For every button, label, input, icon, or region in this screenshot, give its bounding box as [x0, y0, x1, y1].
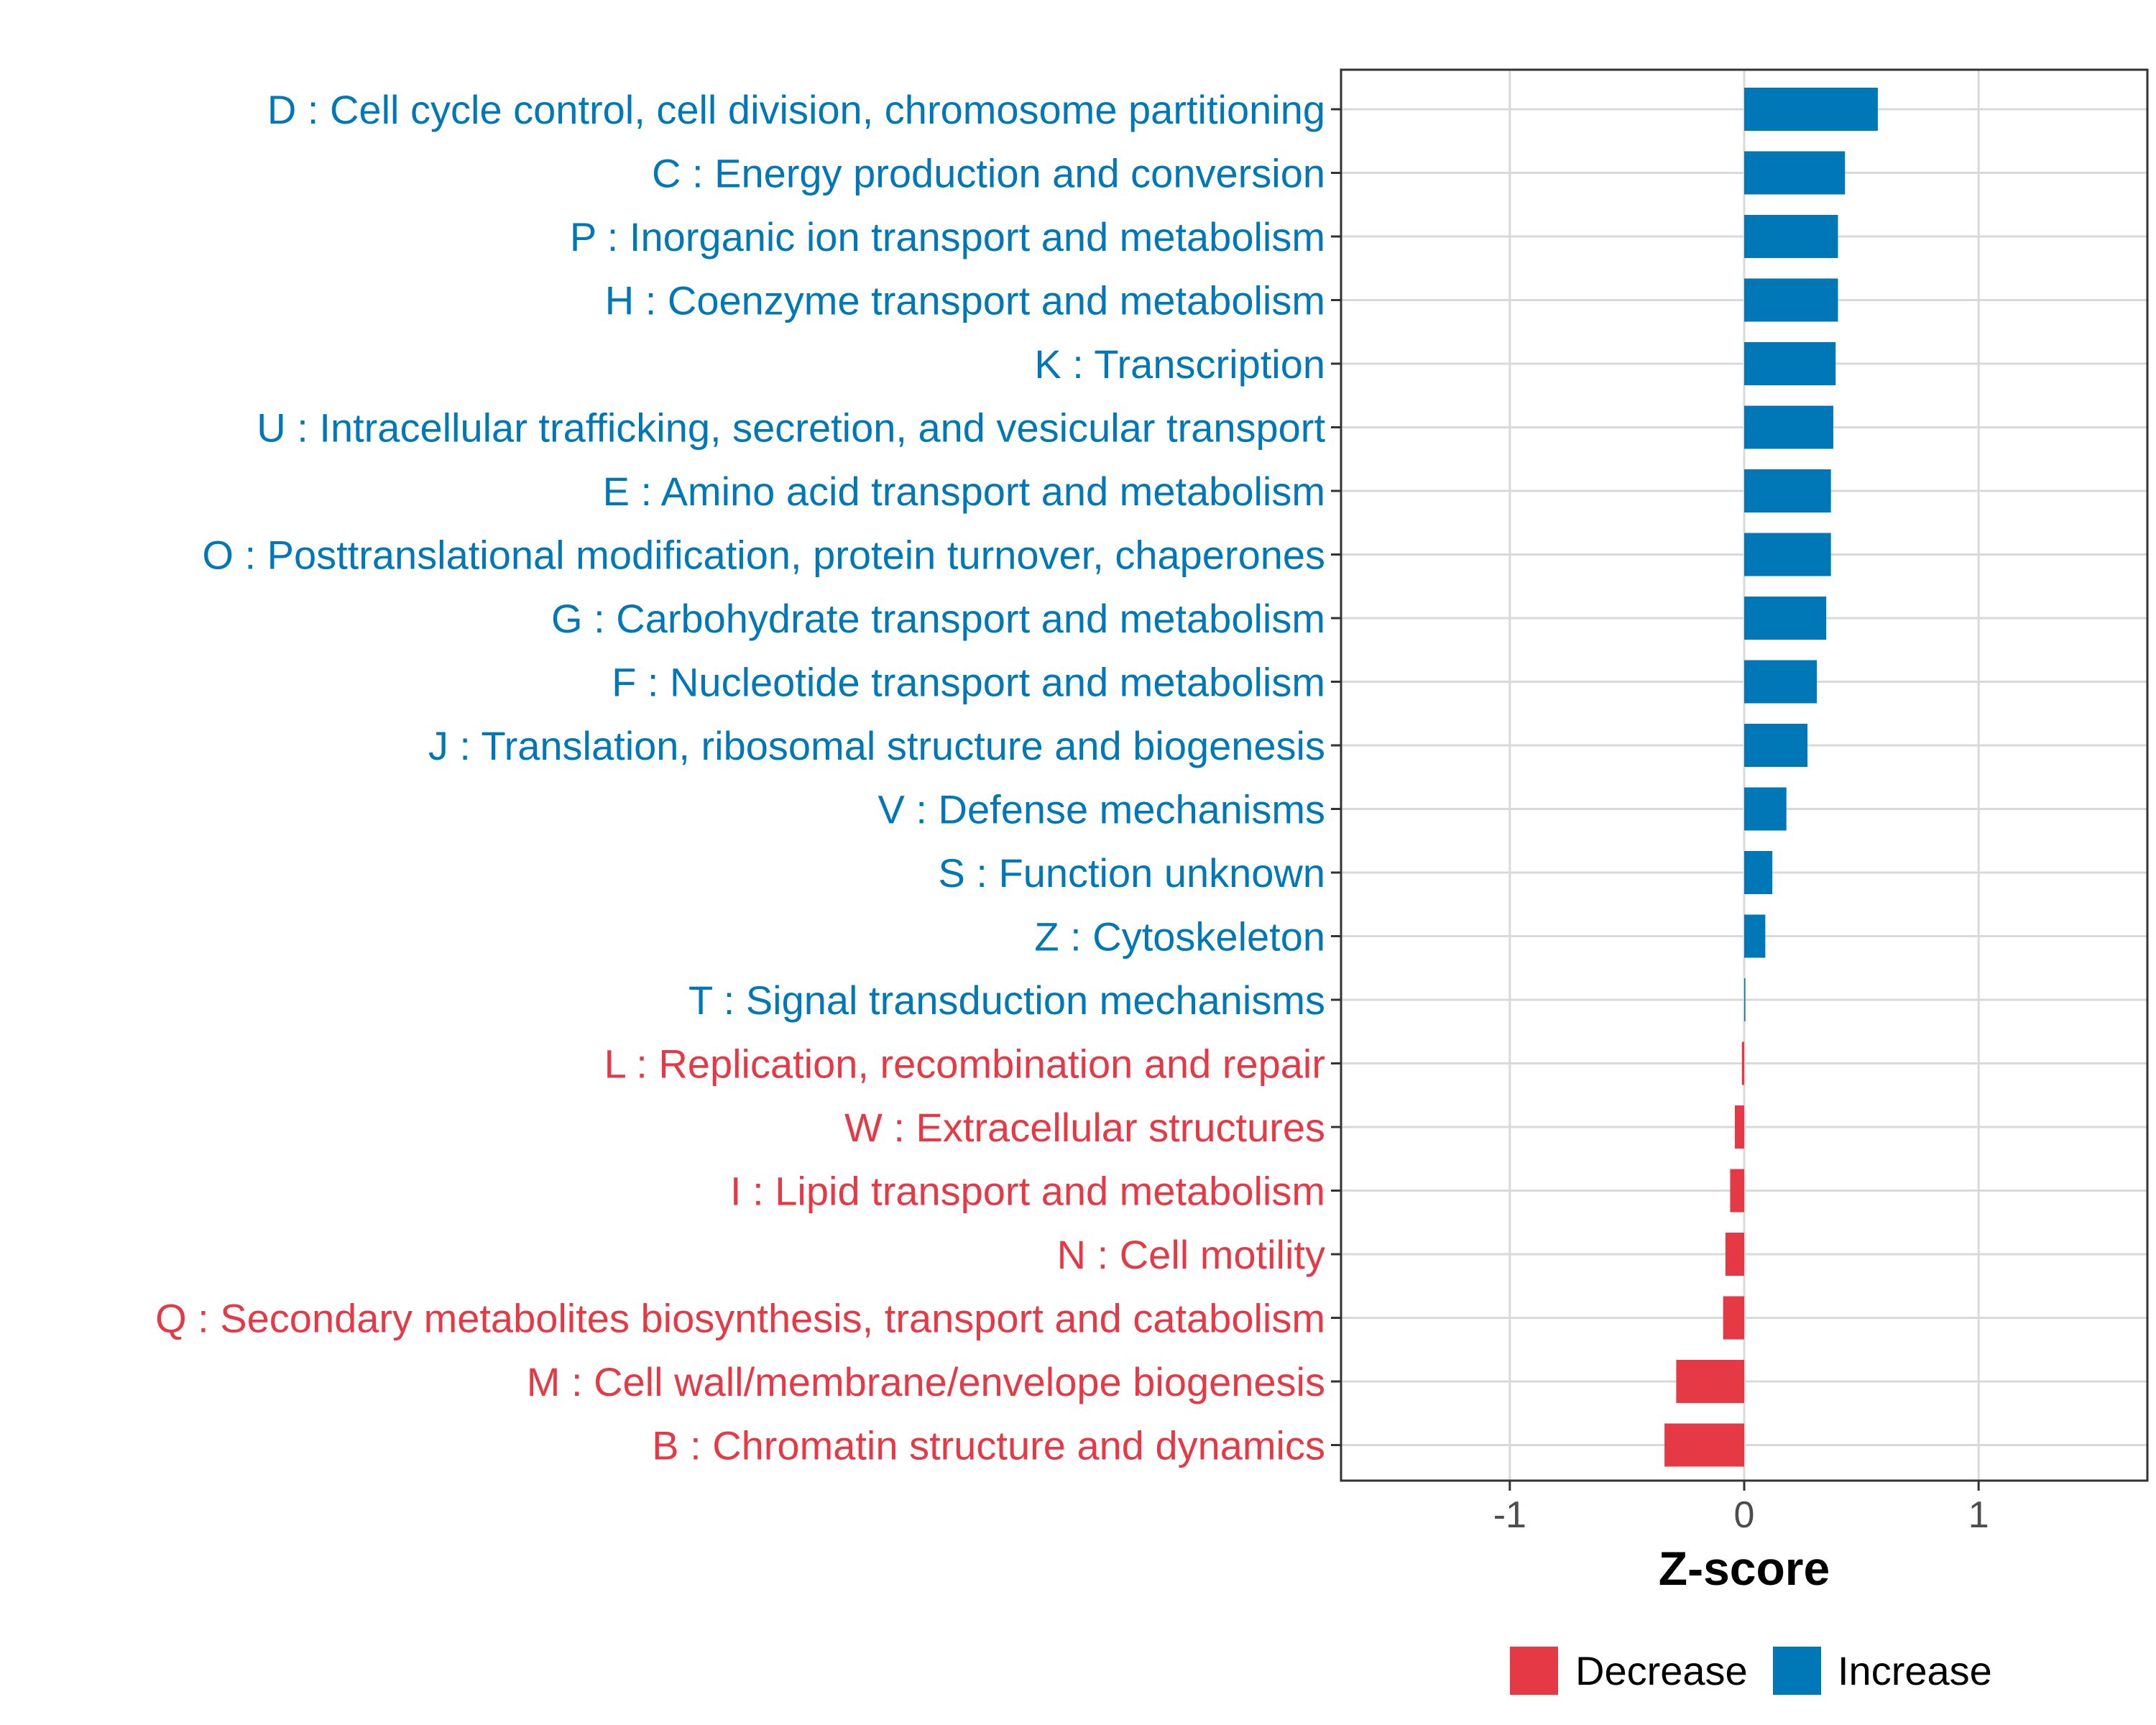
bar — [1744, 278, 1838, 322]
category-label: G : Carbohydrate transport and metabolis… — [551, 596, 1325, 641]
x-tick-label: -1 — [1493, 1494, 1526, 1536]
category-label: U : Intracellular trafficking, secretion… — [257, 405, 1325, 451]
category-label: F : Nucleotide transport and metabolism — [612, 660, 1325, 705]
bar — [1744, 342, 1836, 385]
category-label: S : Function unknown — [938, 850, 1325, 896]
bar — [1744, 914, 1766, 958]
bar — [1744, 88, 1878, 131]
category-label: B : Chromatin structure and dynamics — [652, 1423, 1325, 1468]
bar — [1744, 151, 1846, 195]
legend-label-decrease: Decrease — [1575, 1648, 1748, 1693]
category-label: D : Cell cycle control, cell division, c… — [267, 87, 1325, 132]
bar — [1744, 660, 1818, 704]
category-label: T : Signal transduction mechanisms — [688, 978, 1325, 1023]
category-label: C : Energy production and conversion — [652, 151, 1325, 196]
x-axis-title: Z-score — [1659, 1542, 1830, 1595]
bar — [1676, 1360, 1744, 1403]
x-axis-ticks: -1 0 1 — [1493, 1481, 1989, 1536]
bar — [1744, 597, 1827, 640]
bar — [1730, 1169, 1744, 1213]
category-label: Z : Cytoskeleton — [1034, 914, 1325, 960]
category-label: O : Posttranslational modification, prot… — [202, 533, 1325, 578]
y-axis-ticks — [1331, 108, 1341, 1446]
bar — [1744, 724, 1808, 767]
bar — [1664, 1423, 1744, 1467]
category-label: W : Extracellular structures — [844, 1105, 1325, 1150]
category-label: M : Cell wall/membrane/envelope biogenes… — [527, 1359, 1325, 1404]
category-label: K : Transcription — [1034, 341, 1325, 387]
bar — [1744, 978, 1746, 1021]
bar — [1744, 215, 1838, 258]
bar — [1744, 851, 1773, 894]
category-label: I : Lipid transport and metabolism — [730, 1169, 1325, 1214]
bar — [1744, 787, 1787, 831]
bar — [1741, 1041, 1744, 1085]
x-tick-label: 1 — [1968, 1494, 1989, 1536]
category-label: L : Replication, recombination and repai… — [604, 1041, 1325, 1087]
category-label: V : Defense mechanisms — [878, 787, 1325, 832]
legend-swatch-increase — [1773, 1647, 1821, 1695]
bar — [1734, 1105, 1744, 1149]
category-label: Q : Secondary metabolites biosynthesis, … — [155, 1296, 1325, 1341]
category-label: H : Coenzyme transport and metabolism — [605, 278, 1325, 323]
category-label: E : Amino acid transport and metabolism — [603, 469, 1325, 514]
bar — [1744, 469, 1831, 512]
bar — [1723, 1296, 1744, 1340]
category-label: J : Translation, ribosomal structure and… — [428, 723, 1325, 768]
legend: Decrease Increase — [1510, 1647, 1992, 1695]
bar — [1744, 533, 1831, 576]
bar — [1725, 1233, 1744, 1276]
category-label: P : Inorganic ion transport and metaboli… — [570, 214, 1325, 259]
bars — [1664, 88, 1878, 1467]
category-labels: D : Cell cycle control, cell division, c… — [155, 87, 1325, 1468]
category-label: N : Cell motility — [1057, 1232, 1325, 1277]
legend-swatch-decrease — [1510, 1647, 1558, 1695]
bar — [1744, 405, 1833, 449]
legend-label-increase: Increase — [1838, 1648, 1992, 1693]
x-tick-label: 0 — [1734, 1494, 1755, 1536]
